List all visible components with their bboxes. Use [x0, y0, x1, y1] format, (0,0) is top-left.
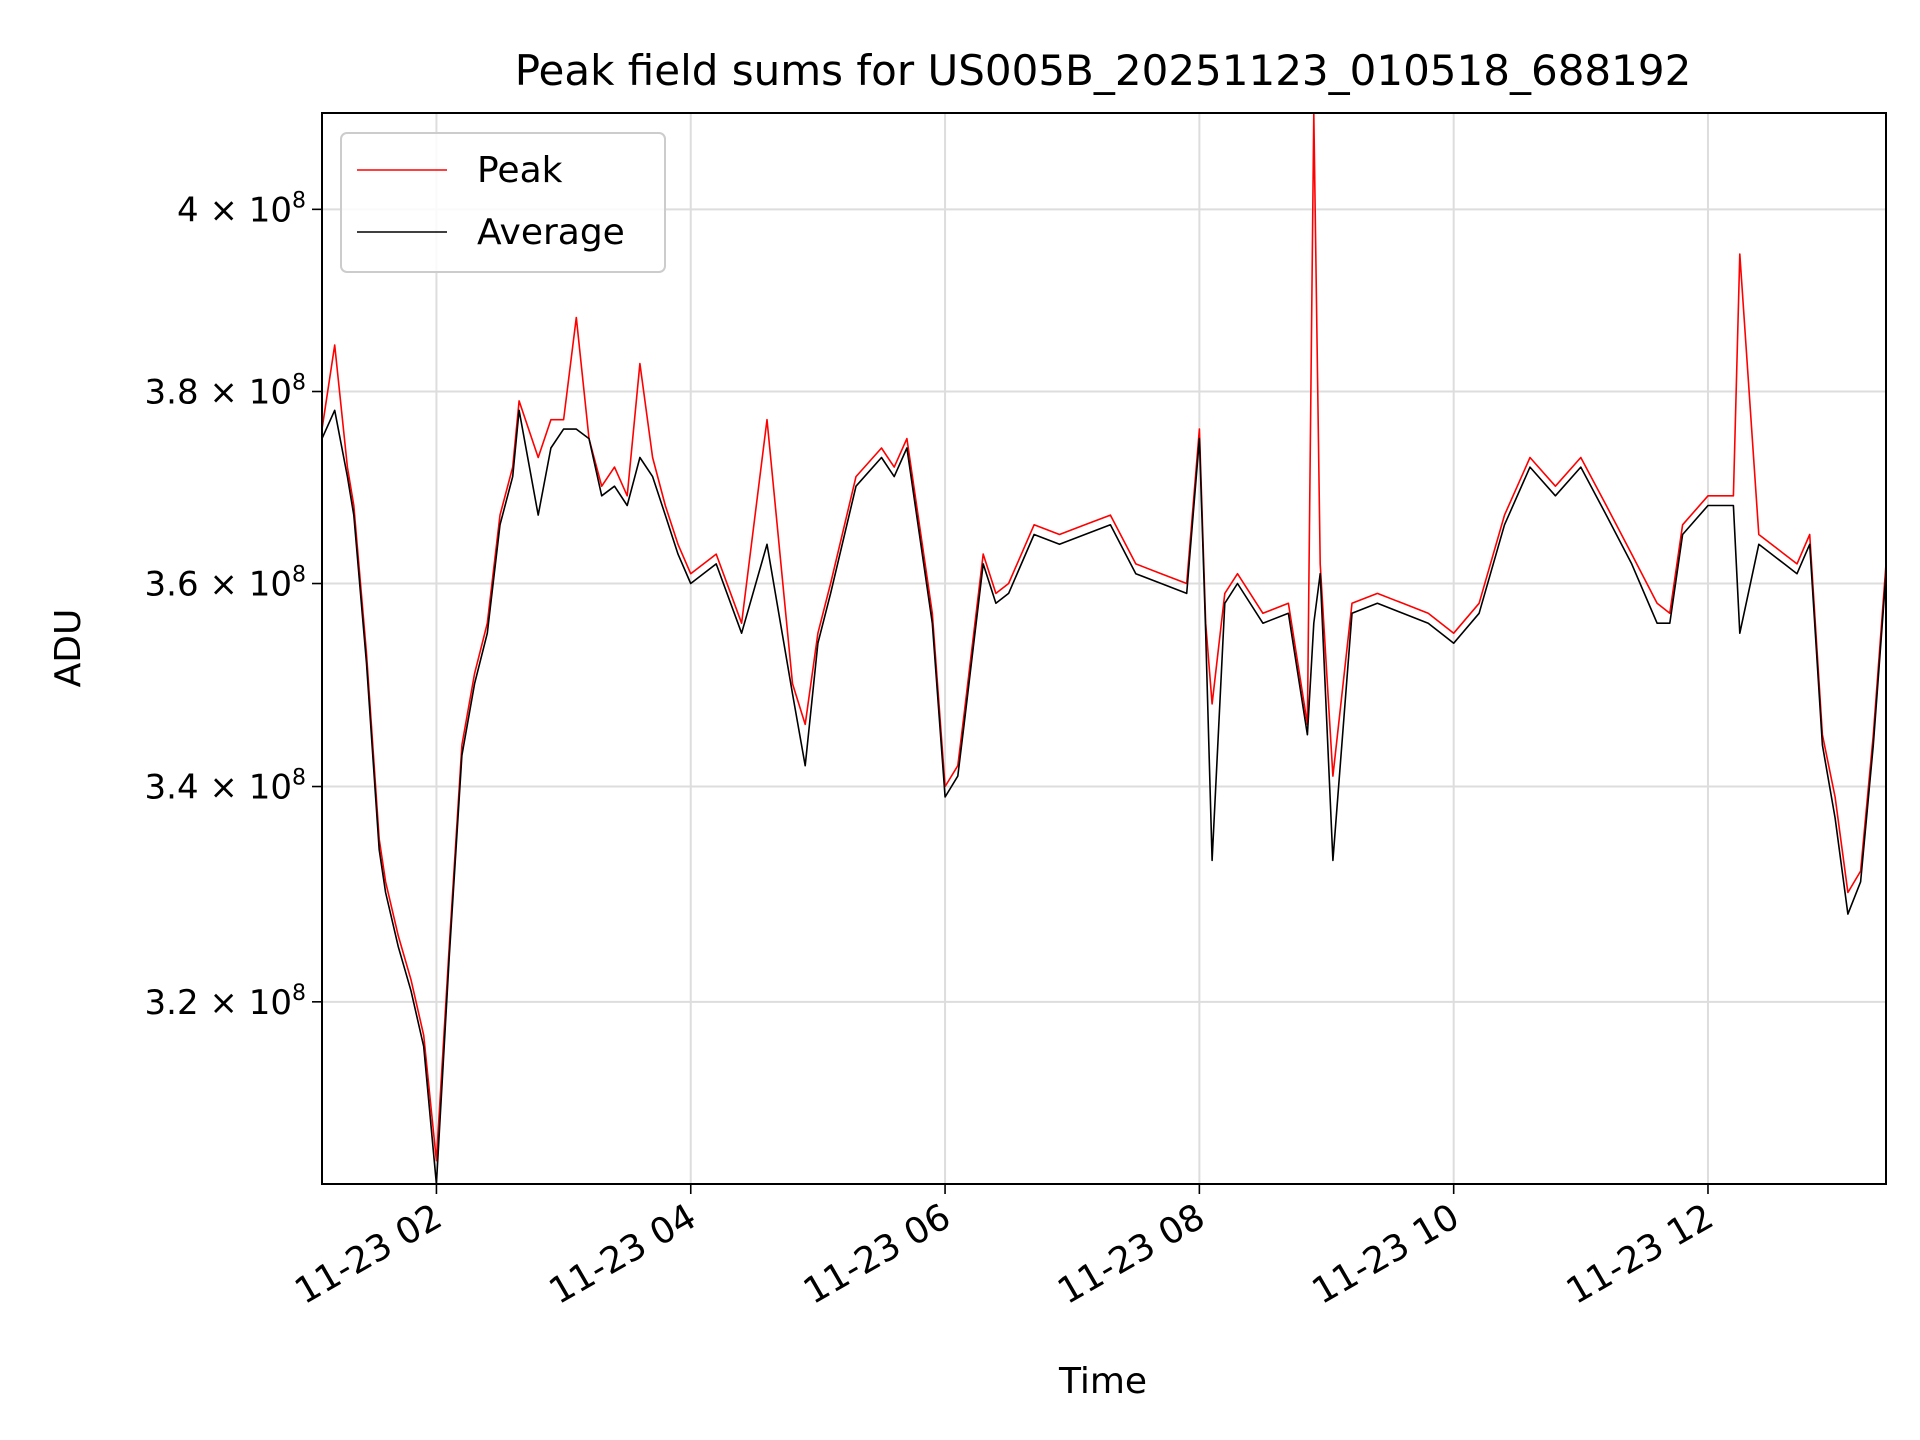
legend-label-peak: Peak: [477, 150, 563, 191]
y-tick-label: 3.4 × 108: [145, 766, 306, 808]
y-tick-label: 3.8 × 108: [145, 371, 306, 413]
y-axis-ticks: 3.2 × 108 3.4 × 108 3.6 × 108 3.8 × 108 4 × …: [145, 188, 322, 1023]
legend: Peak Average: [340, 132, 666, 273]
legend-label-average: Average: [477, 212, 625, 253]
y-tick-label: 3.2 × 108: [145, 981, 306, 1023]
chart-title: Peak field sums for US005B_20251123_0105…: [515, 46, 1692, 95]
legend-box: [340, 132, 666, 273]
y-tick-label: 4 × 108: [177, 188, 306, 230]
y-axis-label: ADU: [48, 609, 89, 688]
series-layer: [322, 113, 1886, 1184]
grid-lines: [322, 113, 1886, 1184]
y-tick-label: 3.6 × 108: [145, 563, 306, 605]
x-axis-label: Time: [1058, 1361, 1147, 1402]
plot-frame: [321, 112, 1887, 1185]
series-line-peak: [322, 113, 1886, 1162]
series-line-average: [322, 409, 1886, 1184]
